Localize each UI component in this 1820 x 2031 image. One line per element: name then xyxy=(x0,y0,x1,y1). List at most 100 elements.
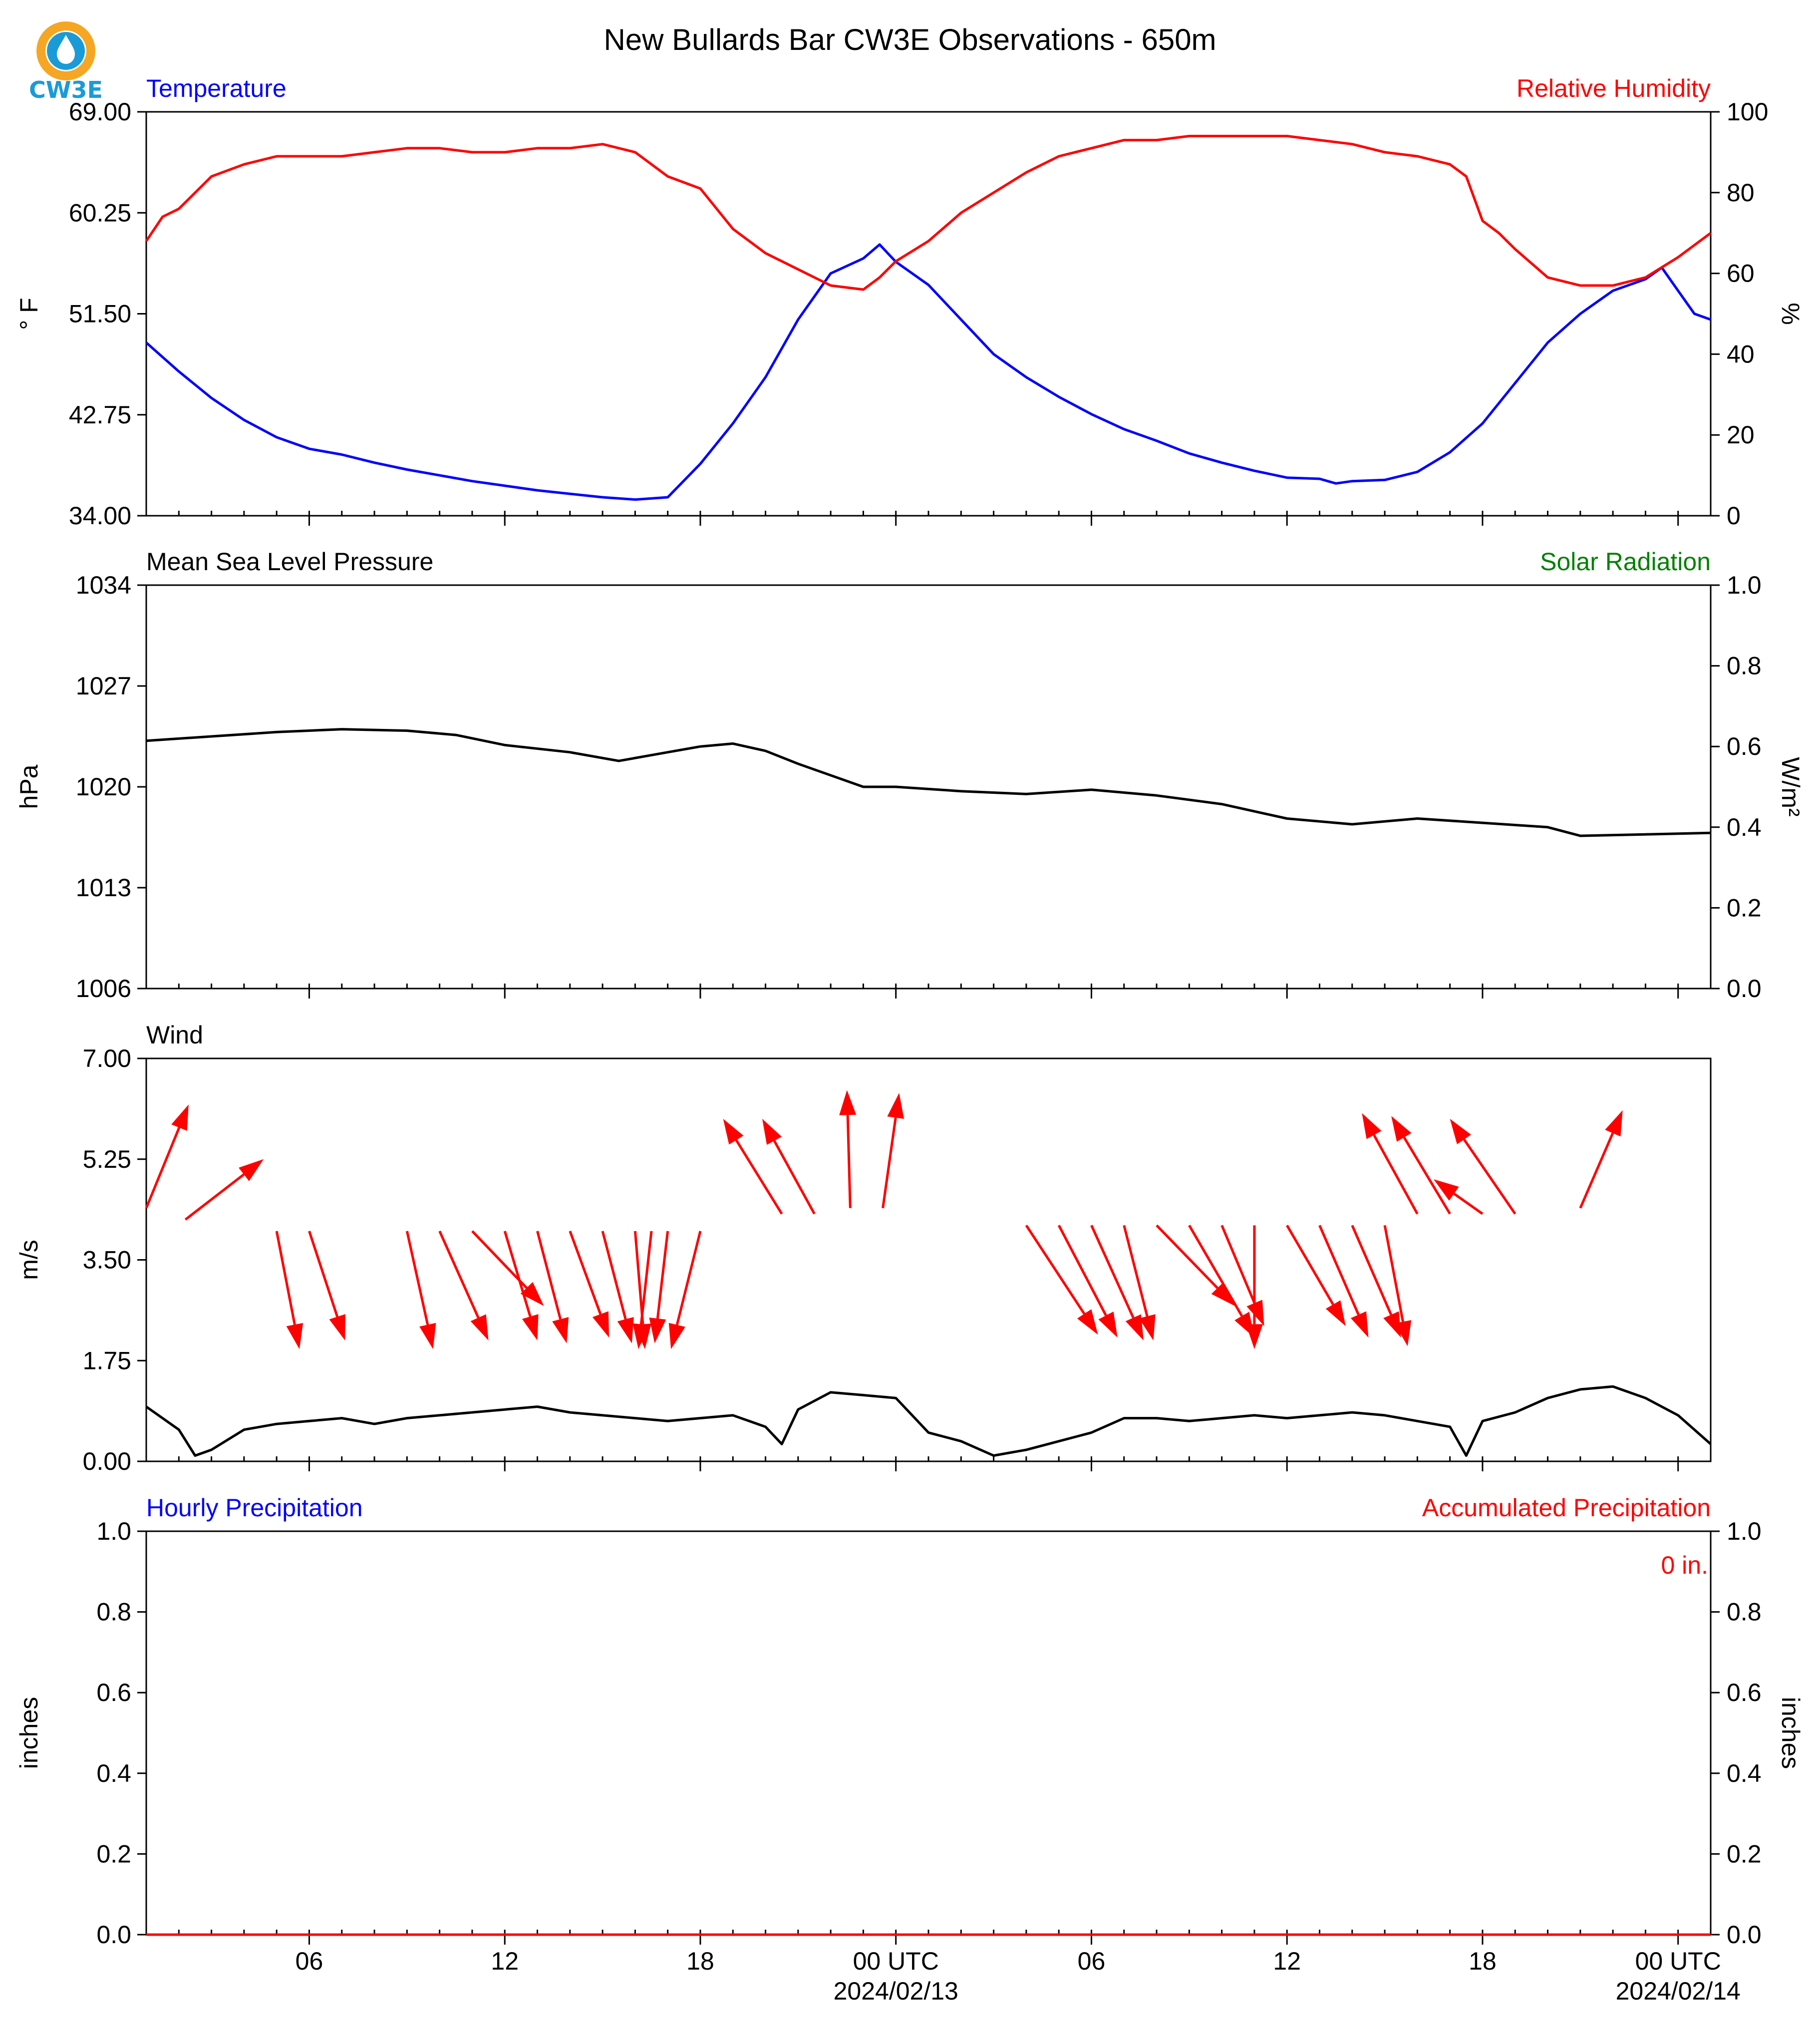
wind-arrow xyxy=(1351,1225,1401,1338)
logo-drop-icon xyxy=(57,35,75,64)
panel-left-title: Hourly Precipitation xyxy=(146,1494,363,1522)
wind-arrow xyxy=(405,1231,436,1350)
y-axis-label: ° F xyxy=(15,298,43,330)
wind-arrow xyxy=(275,1231,303,1350)
wind-arrow xyxy=(569,1230,609,1338)
wind-arrow-head xyxy=(1077,1309,1098,1335)
wind-arrow xyxy=(1391,1116,1451,1215)
wind-arrow-shaft xyxy=(438,1230,480,1319)
wind-arrow-shaft xyxy=(773,1140,816,1215)
x-tick-label: 06 xyxy=(1078,1947,1106,1975)
y-tick-label: 34.00 xyxy=(69,502,131,530)
y-tick-label: 0.4 xyxy=(96,1759,131,1787)
wind-arrow-shaft xyxy=(184,1173,245,1221)
wind-arrow xyxy=(1286,1225,1346,1327)
logo-ring-icon xyxy=(36,21,95,80)
y-tick-label: 0.0 xyxy=(96,1921,131,1949)
y2-tick-label: 0 xyxy=(1727,502,1741,530)
y2-tick-label: 60 xyxy=(1727,260,1755,288)
wind-arrow-head xyxy=(1139,1314,1156,1341)
wind-vectors xyxy=(145,1090,1623,1350)
wind-arrow-head xyxy=(592,1311,609,1338)
wind-arrow-head xyxy=(1362,1113,1382,1139)
y-tick-label: 1.75 xyxy=(83,1347,131,1374)
wind-arrow-shaft xyxy=(735,1139,783,1215)
y2-tick-label: 1.0 xyxy=(1727,571,1762,599)
wind-arrow-shaft xyxy=(1403,1136,1451,1215)
wind-arrow-head xyxy=(419,1323,436,1350)
x-tick-label: 12 xyxy=(1273,1947,1301,1975)
y-tick-label: 51.50 xyxy=(69,300,131,328)
wind-arrow-shaft xyxy=(569,1230,602,1315)
wind-arrow xyxy=(1057,1225,1118,1338)
y-axis-label: hPa xyxy=(15,764,43,809)
logo-text: CW3E xyxy=(29,76,103,103)
wind-arrow-head xyxy=(668,1323,685,1350)
wind-arrow xyxy=(308,1231,345,1341)
x-tick-label: 06 xyxy=(296,1947,323,1975)
wind-arrow-shaft xyxy=(1463,1138,1517,1215)
wind-arrow-head xyxy=(329,1314,345,1341)
wind-arrow-shaft xyxy=(1453,1192,1484,1215)
panel-right-title: Relative Humidity xyxy=(1517,74,1711,102)
y2-tick-label: 0.2 xyxy=(1727,894,1762,922)
wind-arrow-shaft xyxy=(275,1231,296,1325)
y-tick-label: 0.2 xyxy=(96,1840,131,1868)
wind-arrow-head xyxy=(1434,1179,1459,1201)
y2-tick-label: 1.0 xyxy=(1727,1517,1762,1545)
wind-arrow xyxy=(1245,1225,1263,1350)
x-tick-label: 18 xyxy=(686,1947,714,1975)
y-tick-label: 69.00 xyxy=(69,98,131,126)
wind-arrow-shaft xyxy=(846,1115,852,1208)
y-tick-label: 1027 xyxy=(76,672,131,700)
wind-arrow xyxy=(723,1119,783,1215)
y-tick-label: 1034 xyxy=(76,571,131,599)
wind-arrow xyxy=(649,1231,669,1344)
y-tick-label: 0.00 xyxy=(83,1447,131,1475)
wind-arrow xyxy=(1090,1225,1144,1341)
y2-axis-label: % xyxy=(1777,303,1805,325)
panel-left-title: Mean Sea Level Pressure xyxy=(146,548,433,576)
wind-arrow xyxy=(503,1231,539,1341)
y-axis-label: m/s xyxy=(15,1240,43,1280)
wind-arrow xyxy=(1318,1225,1369,1338)
wind-arrow-head xyxy=(839,1090,857,1115)
panel-left-title: Wind xyxy=(146,1021,203,1049)
wind-arrow-shaft xyxy=(1286,1225,1334,1306)
series-line-1 xyxy=(145,243,1711,501)
wind-arrow xyxy=(1434,1179,1484,1215)
wind-arrow-head xyxy=(1125,1314,1144,1341)
x-date-label: 2024/02/13 xyxy=(834,1977,958,2005)
y2-tick-label: 20 xyxy=(1727,421,1755,449)
wind-arrow xyxy=(1450,1119,1517,1215)
y2-tick-label: 0.8 xyxy=(1727,1598,1762,1626)
y2-axis-label: W/m² xyxy=(1777,757,1805,816)
wind-arrow-shaft xyxy=(1579,1132,1614,1209)
wind-arrow xyxy=(184,1159,264,1221)
wind-arrow xyxy=(1123,1225,1156,1341)
wind-arrow-head xyxy=(1098,1311,1118,1338)
series-line-2 xyxy=(145,135,1712,291)
wind-arrow-shaft xyxy=(1123,1225,1149,1317)
y2-tick-label: 0.0 xyxy=(1727,1921,1762,1949)
wind-arrow-shaft xyxy=(308,1231,339,1318)
y2-tick-label: 0.4 xyxy=(1727,813,1762,841)
wind-arrow-shaft xyxy=(1090,1225,1135,1319)
wind-arrow-head xyxy=(171,1104,189,1131)
wind-arrow-head xyxy=(1350,1311,1369,1338)
wind-arrow-shaft xyxy=(405,1231,429,1325)
wind-arrow-head xyxy=(1391,1116,1412,1142)
wind-arrow-head xyxy=(520,1282,544,1306)
wind-arrow-head xyxy=(649,1318,666,1344)
y-tick-label: 42.75 xyxy=(69,401,131,429)
y2-tick-label: 0.4 xyxy=(1727,1759,1762,1787)
wind-arrow-shaft xyxy=(639,1231,653,1325)
wind-arrow-shaft xyxy=(656,1231,669,1319)
panel-1: Temperature Relative Humidity 34.00 42.75 51… xyxy=(15,74,1805,530)
wind-arrow-head xyxy=(1211,1282,1235,1306)
wind-arrow xyxy=(145,1104,189,1209)
y2-axis-label: inches xyxy=(1777,1697,1805,1769)
y2-tick-label: 0.2 xyxy=(1727,1840,1762,1868)
